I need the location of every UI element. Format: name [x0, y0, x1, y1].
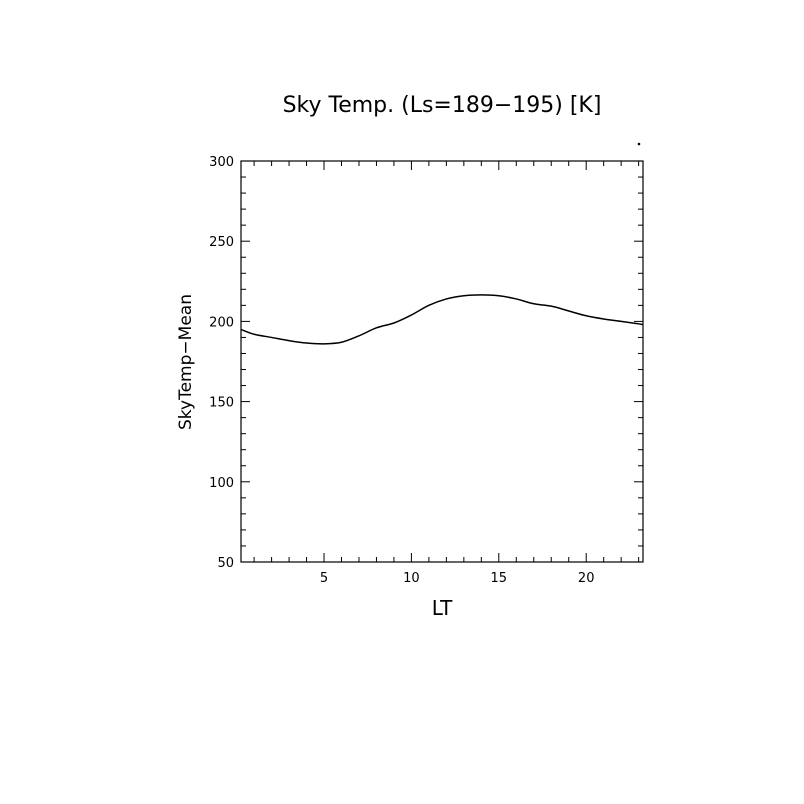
- y-tick-label: 150: [209, 396, 234, 411]
- chart-title: Sky Temp. (Ls=189−195) [K]: [283, 93, 602, 118]
- axis-ticks: [241, 160, 643, 563]
- x-axis-label: LT: [432, 596, 453, 620]
- plot-frame: [240, 160, 644, 563]
- y-tick-label: 50: [217, 556, 234, 571]
- y-tick-label: 100: [209, 476, 234, 491]
- y-tick-label: 200: [209, 315, 234, 330]
- y-tick-label: 250: [209, 235, 234, 250]
- corner-dot: [637, 142, 641, 146]
- x-tick-label: 20: [578, 571, 595, 586]
- series-line: [240, 294, 644, 345]
- axis-tick-labels: 5 10 15 20 50 100 150 200 250 300: [209, 155, 594, 586]
- y-axis-label: SkyTemp−Mean: [176, 294, 196, 430]
- x-tick-label: 10: [403, 571, 420, 586]
- x-tick-label: 5: [320, 571, 328, 586]
- x-tick-label: 15: [491, 571, 508, 586]
- y-tick-label: 300: [209, 155, 234, 170]
